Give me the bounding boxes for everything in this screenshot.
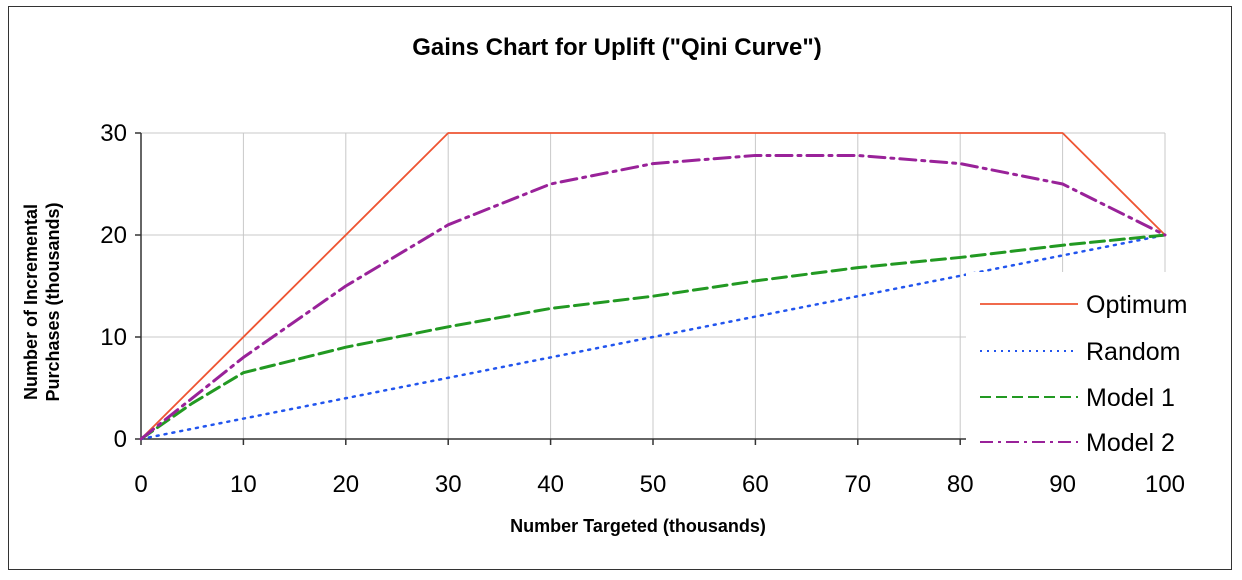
x-tick-label: 30 (435, 471, 462, 498)
x-tick-label: 10 (230, 471, 257, 498)
legend-label-random: Random (1086, 338, 1181, 366)
x-tick-label: 0 (134, 471, 147, 498)
legend: Optimum Random Model 1 Model 2 (966, 272, 1230, 470)
y-axis-title-line-2: Purchases (thousands) (43, 202, 63, 401)
y-tick-label: 0 (114, 426, 127, 453)
x-axis-title: Number Targeted (thousands) (510, 516, 766, 536)
legend-label-model-2: Model 2 (1086, 429, 1175, 457)
x-tick-label: 100 (1145, 471, 1185, 498)
chart-title: Gains Chart for Uplift ("Qini Curve") (412, 34, 821, 61)
x-tick-label: 20 (332, 471, 359, 498)
legend-box (966, 272, 1230, 470)
y-axis-title: Number of Incremental Purchases (thousan… (21, 202, 63, 401)
y-tick-label: 20 (100, 222, 127, 249)
y-tick-label: 30 (100, 120, 127, 147)
legend-label-optimum: Optimum (1086, 291, 1187, 319)
axes: 0 10 20 30 40 50 60 70 80 90 100 0 10 20 30 (100, 120, 1185, 498)
series-line-random (139, 233, 1167, 441)
legend-label-model-1: Model 1 (1086, 384, 1175, 412)
x-tick-label: 40 (537, 471, 564, 498)
x-tick-label: 70 (844, 471, 871, 498)
x-tick-label: 60 (742, 471, 769, 498)
series-lines (139, 132, 1167, 441)
x-tick-label: 50 (640, 471, 667, 498)
y-tick-label: 10 (100, 324, 127, 351)
series-line-model-1 (139, 233, 1167, 441)
x-tick-label: 90 (1049, 471, 1076, 498)
x-tick-label: 80 (947, 471, 974, 498)
y-axis-title-line-1: Number of Incremental (21, 204, 41, 400)
series-line-optimum (140, 132, 1166, 440)
